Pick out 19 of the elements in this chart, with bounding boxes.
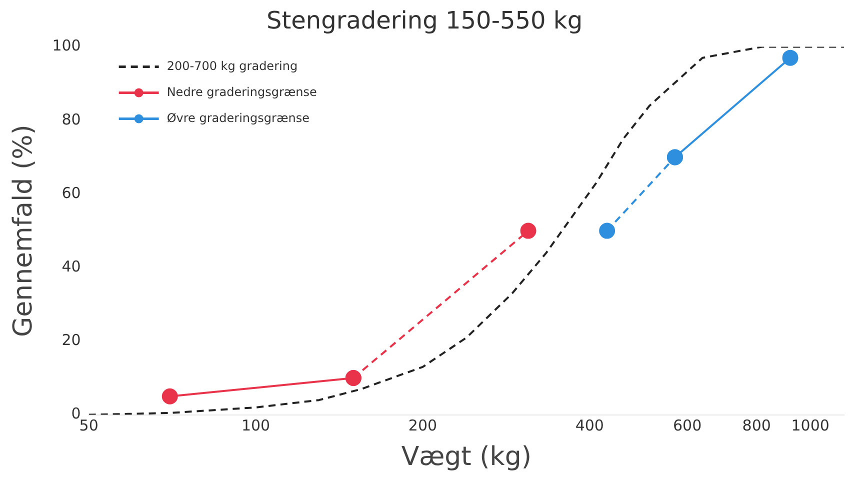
y-axis-title: Gennemfald (%) (8, 124, 38, 338)
x-axis-title: Vægt (kg) (401, 442, 532, 472)
y-tick-label: 100 (52, 36, 81, 55)
y-tick-label: 20 (62, 331, 81, 350)
x-tick-label: 200 (408, 416, 438, 435)
x-tick-label: 800 (742, 416, 771, 435)
chart-title: Stengradering 150-550 kg (266, 6, 583, 35)
x-tick-label: 400 (575, 416, 604, 435)
y-tick-label: 0 (71, 404, 81, 423)
y-tick-label: 80 (62, 110, 81, 128)
x-tick-label: 50 (79, 416, 98, 435)
x-tick-label: 100 (241, 416, 270, 435)
legend-label: Nedre graderingsgrænse (166, 84, 317, 99)
y-tick-label: 60 (62, 184, 81, 202)
x-tick-label: 1000 (791, 416, 830, 435)
legend-label: Øvre graderingsgrænse (166, 110, 310, 125)
y-tick-label: 40 (62, 257, 81, 276)
legend-label: 200-700 kg gradering (166, 58, 298, 73)
x-tick-label: 600 (672, 416, 702, 435)
